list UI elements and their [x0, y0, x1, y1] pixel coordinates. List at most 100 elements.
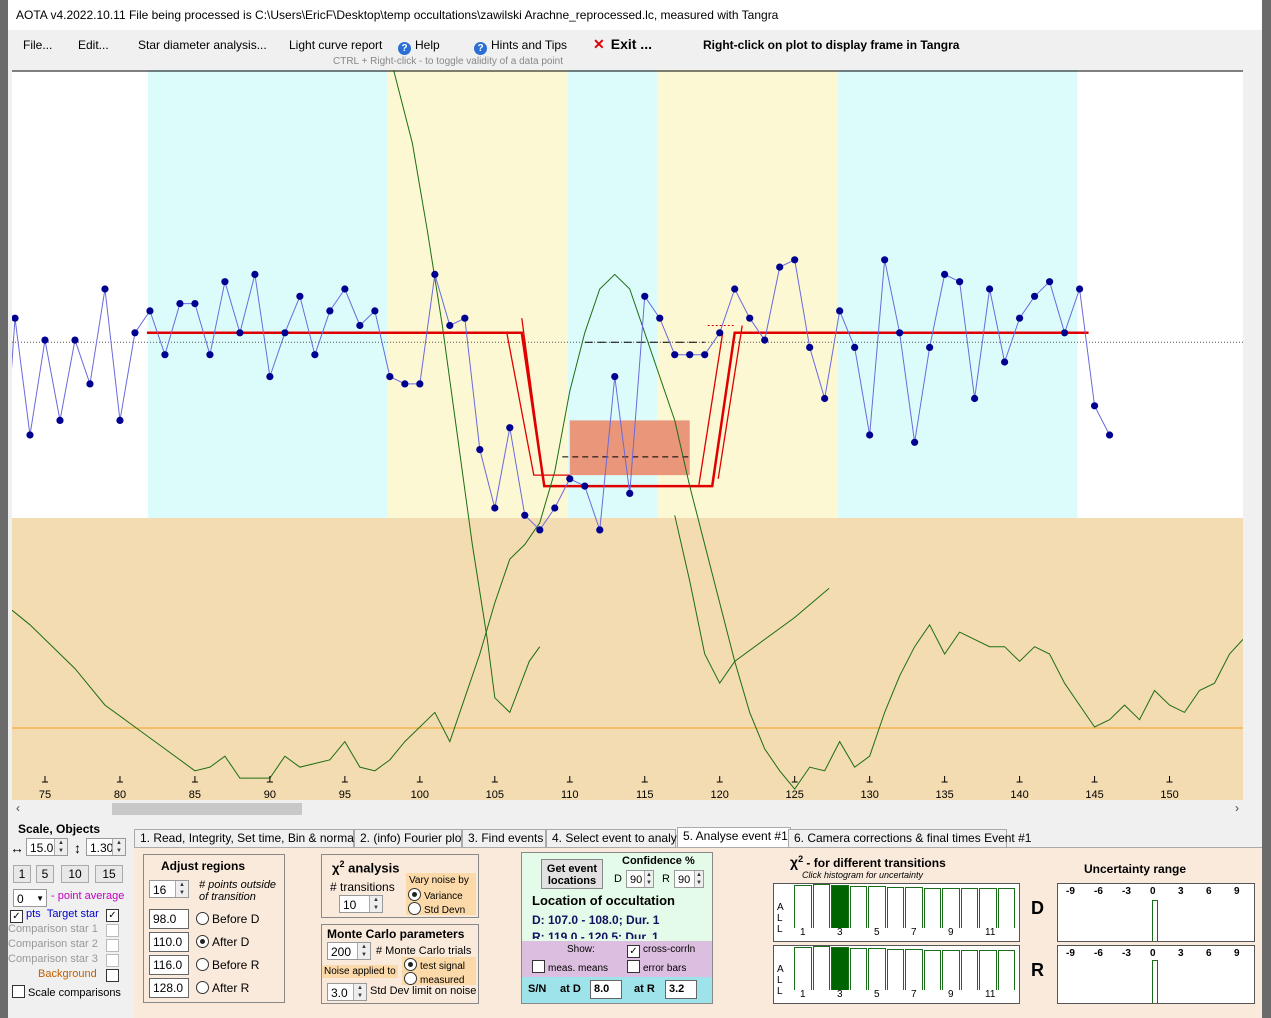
data-point[interactable]: [401, 380, 409, 388]
spinner-arrows-icon[interactable]: ▲ ▼: [175, 881, 188, 897]
spinner-arrows-icon[interactable]: ▲ ▼: [112, 839, 125, 855]
comparison-star-2-checkbox[interactable]: [106, 939, 119, 952]
transition-bar[interactable]: [997, 888, 1015, 928]
data-point[interactable]: [161, 351, 169, 359]
spinner-arrows-icon[interactable]: ▲ ▼: [54, 839, 67, 855]
data-point[interactable]: [746, 314, 754, 322]
meas-means-option[interactable]: meas. means: [532, 960, 608, 974]
data-point[interactable]: [926, 343, 934, 351]
data-point[interactable]: [86, 380, 94, 388]
after-r-option[interactable]: After R: [196, 981, 249, 995]
comparison-star-3-checkbox[interactable]: [106, 954, 119, 967]
transition-bar[interactable]: [942, 949, 960, 990]
data-point[interactable]: [536, 526, 544, 534]
data-point[interactable]: [881, 256, 889, 264]
data-point[interactable]: [461, 314, 469, 322]
point-average-select[interactable]: 0 ▼: [13, 889, 47, 907]
tab-camera-corrections[interactable]: 6. Camera corrections & final times Even…: [788, 829, 1031, 847]
data-point[interactable]: [371, 307, 379, 315]
transition-bar[interactable]: [812, 946, 830, 990]
measured-radio[interactable]: [404, 972, 417, 985]
test-signal-radio[interactable]: [404, 958, 417, 971]
data-point[interactable]: [596, 526, 604, 534]
transition-bar[interactable]: [868, 886, 886, 928]
data-point[interactable]: [476, 446, 484, 454]
get-event-locations-button[interactable]: Get event locations: [541, 859, 603, 889]
tab-analyse-event[interactable]: 5. Analyse event #1: [677, 827, 791, 848]
data-point[interactable]: [671, 351, 679, 359]
transition-bar[interactable]: [942, 887, 960, 928]
comparison-star-1-checkbox[interactable]: [106, 924, 119, 937]
plot-canvas[interactable]: 75 80 85 90 95 100 105 110 115 120 125 130 135 140 145…: [12, 70, 1243, 800]
scale-comparisons-checkbox[interactable]: [12, 985, 25, 998]
data-point[interactable]: [626, 489, 634, 497]
data-point[interactable]: [236, 329, 244, 337]
after-d-radio[interactable]: [196, 935, 209, 948]
scale-15-button[interactable]: 15: [95, 865, 123, 883]
hints-menu[interactable]: ? Hints and Tips: [474, 38, 567, 55]
data-point[interactable]: [131, 329, 139, 337]
data-point[interactable]: [116, 416, 124, 424]
transitions-input[interactable]: 10 ▲ ▼: [339, 895, 383, 913]
transition-bar[interactable]: [849, 947, 867, 990]
spinner-arrows-icon[interactable]: ▲ ▼: [357, 943, 370, 959]
horizontal-scale-input[interactable]: 15.0 ▲ ▼: [26, 838, 68, 856]
light-curve-report-menu[interactable]: Light curve report: [289, 38, 383, 52]
transition-bar[interactable]: [831, 885, 849, 928]
data-point[interactable]: [266, 373, 274, 381]
spinner-arrows-icon[interactable]: ▲ ▼: [694, 871, 703, 887]
before-r-option[interactable]: Before R: [196, 958, 259, 972]
data-point[interactable]: [176, 300, 184, 308]
transition-bar[interactable]: [812, 884, 830, 928]
vertical-scale-input[interactable]: 1.30 ▲ ▼: [86, 838, 126, 856]
before-r-value[interactable]: 116.0: [149, 955, 189, 975]
data-point[interactable]: [1000, 358, 1009, 366]
data-point[interactable]: [506, 424, 514, 432]
data-point[interactable]: [806, 343, 814, 351]
exit-menu[interactable]: ✕ Exit ...: [593, 36, 652, 53]
help-menu[interactable]: ? Help: [398, 38, 440, 55]
transition-bar[interactable]: [886, 886, 904, 928]
data-point[interactable]: [836, 307, 844, 315]
data-point[interactable]: [956, 278, 964, 286]
transition-bar[interactable]: [886, 948, 904, 990]
data-point[interactable]: [191, 300, 199, 308]
star-diameter-menu[interactable]: Star diameter analysis...: [138, 38, 267, 52]
transition-bar[interactable]: [997, 950, 1015, 990]
confidence-r-input[interactable]: 90 ▲ ▼: [674, 870, 704, 888]
points-outside-input[interactable]: 16 ▲ ▼: [149, 880, 189, 898]
data-point[interactable]: [566, 475, 574, 483]
data-point[interactable]: [761, 336, 769, 344]
data-point[interactable]: [206, 351, 214, 359]
data-point[interactable]: [41, 336, 49, 344]
scroll-right-icon[interactable]: ›: [1235, 801, 1239, 815]
std-dev-limit-input[interactable]: 3.0 ▲ ▼: [327, 983, 367, 1001]
transition-bar[interactable]: [794, 884, 812, 928]
tab-read-integrity[interactable]: 1. Read, Integrity, Set time, Bin & norm…: [134, 829, 372, 847]
data-point[interactable]: [56, 416, 64, 424]
data-point[interactable]: [26, 431, 34, 439]
data-point[interactable]: [1075, 285, 1084, 293]
transition-bar[interactable]: [923, 887, 941, 928]
spinner-arrows-icon[interactable]: ▲ ▼: [644, 871, 653, 887]
scale-5-button[interactable]: 5: [36, 865, 54, 883]
data-point[interactable]: [416, 380, 424, 388]
light-curve-plot[interactable]: 75 80 85 90 95 100 105 110 115 120 125 130 135 140 145…: [12, 70, 1243, 800]
variance-option[interactable]: Variance: [408, 888, 463, 902]
after-d-value[interactable]: 110.0: [149, 932, 189, 952]
data-point[interactable]: [911, 438, 919, 446]
data-point[interactable]: [551, 504, 559, 512]
scale-1-button[interactable]: 1: [13, 865, 31, 883]
data-point[interactable]: [791, 256, 799, 264]
data-point[interactable]: [281, 329, 289, 337]
data-point[interactable]: [731, 285, 739, 293]
data-point[interactable]: [1045, 278, 1054, 286]
data-point[interactable]: [776, 263, 784, 271]
data-point[interactable]: [251, 270, 259, 278]
tab-select-event[interactable]: 4. Select event to analyse: [546, 829, 689, 847]
data-point[interactable]: [1030, 292, 1039, 300]
data-point[interactable]: [701, 351, 709, 359]
data-point[interactable]: [581, 482, 589, 490]
data-point[interactable]: [521, 511, 529, 519]
scale-10-button[interactable]: 10: [61, 865, 89, 883]
